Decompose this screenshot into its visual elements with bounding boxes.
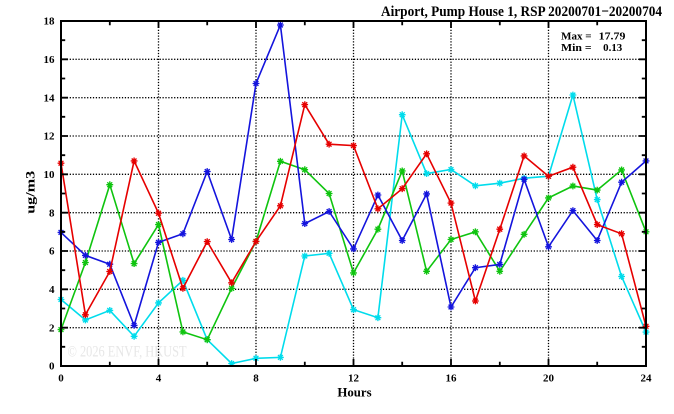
svg-text:16: 16 bbox=[446, 373, 458, 385]
svg-text:14: 14 bbox=[44, 92, 56, 104]
svg-text:4: 4 bbox=[156, 373, 162, 385]
svg-text:12: 12 bbox=[44, 131, 56, 143]
svg-text:8: 8 bbox=[49, 207, 55, 219]
svg-text:© 2026 ENVF, HKUST: © 2026 ENVF, HKUST bbox=[68, 344, 187, 361]
svg-text:0.13: 0.13 bbox=[603, 43, 622, 54]
svg-text:0: 0 bbox=[58, 373, 64, 385]
svg-text:Min =: Min = bbox=[561, 43, 592, 54]
svg-text:10: 10 bbox=[44, 169, 56, 181]
svg-text:6: 6 bbox=[49, 246, 55, 258]
svg-text:0: 0 bbox=[49, 361, 55, 373]
svg-text:24: 24 bbox=[641, 373, 653, 385]
svg-text:18: 18 bbox=[44, 16, 56, 28]
svg-text:Hours: Hours bbox=[337, 386, 371, 400]
svg-text:2: 2 bbox=[49, 322, 55, 334]
svg-text:4: 4 bbox=[49, 284, 55, 296]
svg-text:Airport, Pump House 1, RSP 202: Airport, Pump House 1, RSP 20200701−2020… bbox=[381, 4, 662, 20]
svg-text:20: 20 bbox=[543, 373, 555, 385]
svg-text:Max =: Max = bbox=[561, 31, 592, 42]
svg-text:ug/m3: ug/m3 bbox=[24, 171, 38, 214]
svg-text:8: 8 bbox=[253, 373, 259, 385]
svg-text:12: 12 bbox=[348, 373, 360, 385]
svg-text:16: 16 bbox=[44, 54, 56, 66]
svg-text:17.79: 17.79 bbox=[599, 31, 626, 42]
